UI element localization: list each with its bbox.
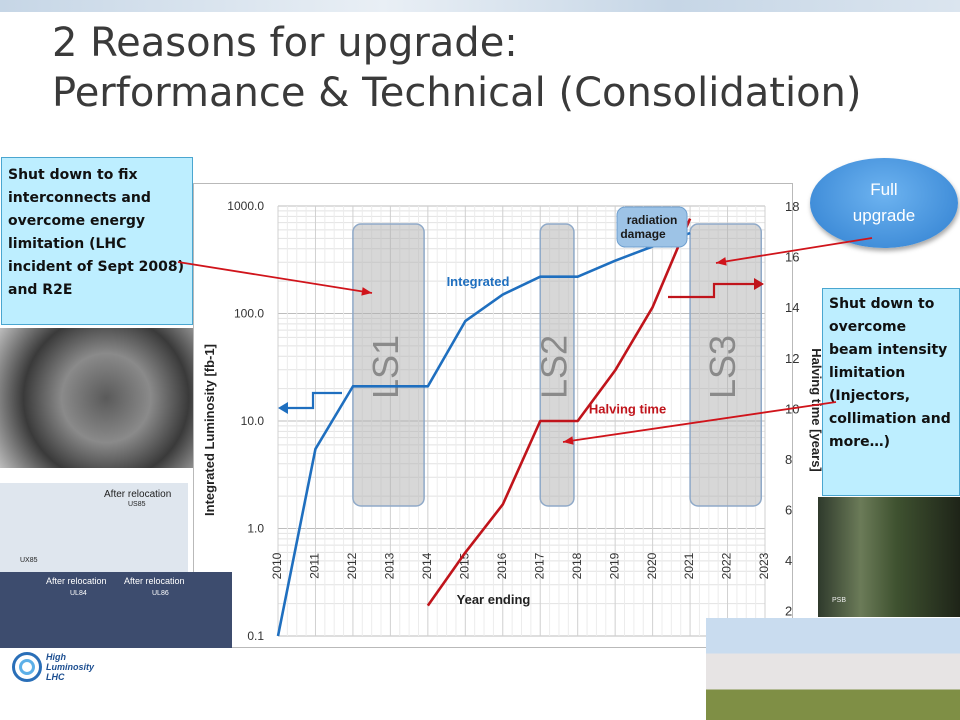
hl-lhc-logo: High Luminosity LHC [10,648,110,688]
left-axis-arrow [282,391,342,410]
relocation-label: After relocation [104,489,172,500]
title-line-2: Performance & Technical (Consolidation) [52,70,862,116]
x-tick-label: 2023 [757,552,771,579]
top-decorative-band [0,0,960,12]
callout-right-text: Shut down to overcome beam intensity lim… [829,296,951,450]
logo-text: High Luminosity LHC [46,652,95,682]
y-axis-title: Integrated Luminosity [fb-1] [202,344,217,516]
slide-title: 2 Reasons for upgrade: Performance & Tec… [52,18,862,118]
tunnel-relocation-image: After relocation UL84 After relocation U… [0,572,232,648]
series-line-integrated [276,231,691,637]
y2-tick-label: 12 [785,351,799,366]
ul84-label: UL84 [70,590,87,597]
psb-label: PSB [832,597,847,604]
x-tick-label: 2014 [420,552,434,579]
shutdown-label-ls3: LS3 [702,335,743,399]
x-tick-label: 2017 [532,552,546,579]
right-axis-arrowhead [754,278,764,290]
title-line-1: 2 Reasons for upgrade: [52,20,518,66]
y2-tick-label: 18 [785,199,799,214]
x-tick-label: 2021 [682,552,696,579]
logo-inner-ring-icon [19,659,35,675]
ul86-label: UL86 [152,590,169,597]
us85-label: US85 [128,501,146,508]
relocation-label: After relocation [46,576,107,586]
callout-left-text: Shut down to fix interconnects and overc… [8,167,185,298]
shutdown-label-ls2: LS2 [534,335,575,399]
magnet-interconnect-photo [0,328,193,468]
x-tick-label: 2016 [495,552,509,579]
x-tick-label: 2012 [345,552,359,579]
y-tick-label: 10.0 [241,414,265,428]
y2-tick-label: 16 [785,250,799,265]
cavern-relocation-image: After relocation US85 UX85 [0,483,188,583]
y2-tick-label: 10 [785,401,799,416]
y-tick-label: 100.0 [234,307,264,321]
y-tick-label: 1.0 [247,522,264,536]
x-tick-label: 2010 [270,552,284,579]
x-tick-label: 2013 [383,552,397,579]
y2-tick-label: 8 [785,452,792,467]
oval-line-1: Full [870,180,898,199]
series-label-halving-time: Halving time [589,401,666,416]
logo-ring-icon [12,652,42,682]
shutdown-label-ls1: LS1 [365,335,406,399]
y2-tick-label: 14 [785,300,799,315]
x-tick-label: 2020 [645,552,659,579]
series-line-halving-time [426,218,692,607]
callout-shutdown-intensity: Shut down to overcome beam intensity lim… [822,288,960,496]
radiation-damage-label-word: radiation [627,213,678,227]
injector-hall-photo: PSB [818,497,960,617]
x-axis-title: Year ending [457,592,531,607]
x-tick-label: 2018 [570,552,584,579]
right-axis-arrow [668,282,758,299]
radiation-damage-label: radiation damage [620,213,677,241]
oval-line-2: upgrade [852,206,916,225]
x-tick-label: 2015 [457,552,471,579]
callout-shutdown-interconnects: Shut down to fix interconnects and overc… [1,157,193,325]
building-photo [706,618,960,720]
relocation-label: After relocation [124,576,185,586]
y2-tick-label: 6 [785,503,792,518]
y2-tick-label: 4 [785,553,792,568]
x-tick-label: 2019 [607,552,621,579]
x-tick-label: 2011 [308,553,322,579]
y-tick-label: 1000.0 [227,199,264,213]
full-upgrade-oval: Full upgrade [810,158,958,248]
radiation-damage-label-word: damage [620,227,666,241]
left-axis-arrowhead [278,402,288,414]
y-tick-label: 0.1 [247,629,264,643]
radiation-damage-box [616,206,688,248]
x-tick-label: 2022 [720,552,734,579]
y2-tick-label: 2 [785,604,792,619]
ux85-label: UX85 [20,557,38,564]
series-label-integrated: Integrated [447,274,510,289]
